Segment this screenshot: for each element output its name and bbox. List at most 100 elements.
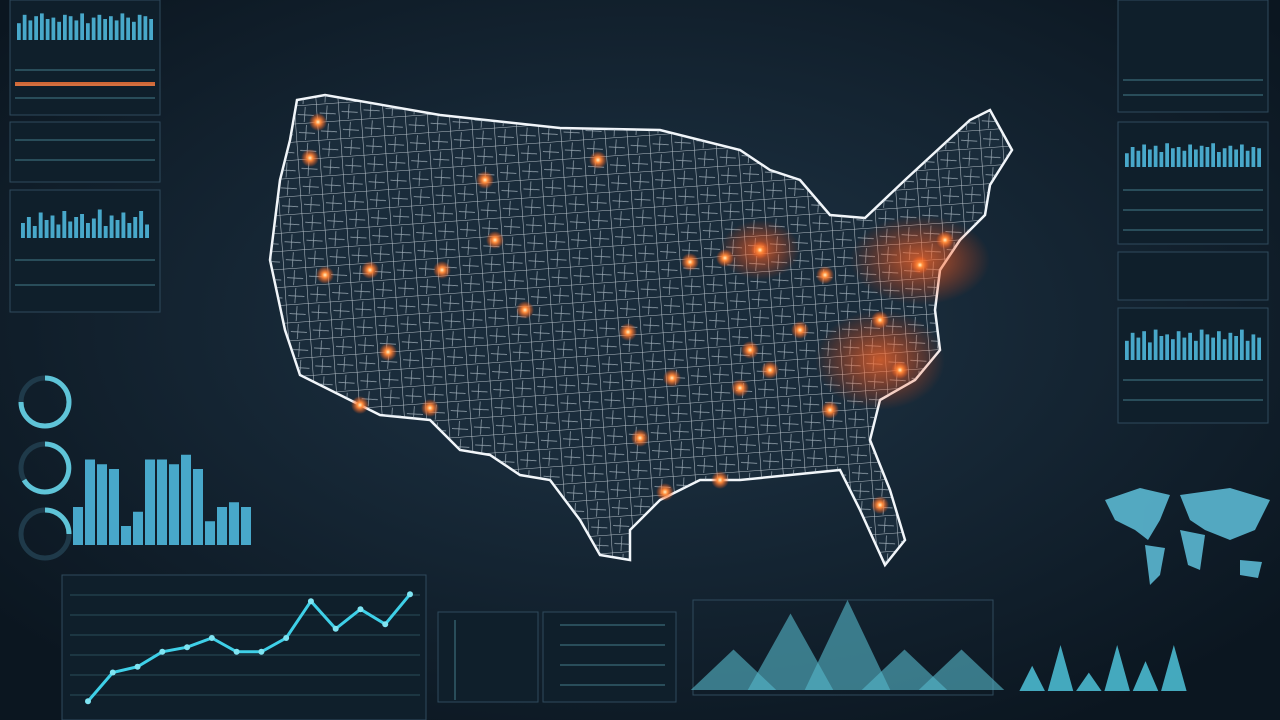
bar bbox=[62, 211, 67, 238]
bar bbox=[97, 14, 102, 41]
bar bbox=[85, 459, 95, 545]
continent bbox=[1180, 488, 1270, 540]
bar bbox=[50, 215, 55, 238]
bar bbox=[68, 16, 73, 40]
city-light bbox=[911, 256, 929, 274]
city-light bbox=[761, 361, 779, 379]
panel bbox=[1117, 121, 1269, 245]
bar bbox=[217, 507, 227, 545]
line-point bbox=[208, 635, 215, 641]
bar bbox=[22, 14, 27, 41]
spike bbox=[1104, 645, 1130, 691]
panel bbox=[61, 574, 427, 720]
city-light bbox=[361, 261, 379, 279]
bar bbox=[149, 19, 153, 40]
bar bbox=[1240, 329, 1244, 360]
bar bbox=[28, 20, 33, 40]
bar bbox=[97, 209, 102, 238]
city-light bbox=[589, 151, 607, 169]
spike bbox=[1019, 665, 1045, 691]
bar bbox=[91, 17, 96, 40]
city-light bbox=[486, 231, 504, 249]
bar bbox=[26, 217, 31, 238]
city-light bbox=[351, 396, 369, 414]
bar bbox=[1205, 334, 1210, 360]
bar bbox=[21, 223, 25, 238]
bar bbox=[56, 224, 61, 238]
bar bbox=[45, 19, 50, 40]
panel bbox=[9, 189, 161, 313]
bar bbox=[1159, 336, 1164, 360]
line-point bbox=[382, 621, 389, 628]
peak bbox=[861, 649, 948, 690]
bar bbox=[1182, 337, 1187, 360]
line-point bbox=[233, 648, 240, 655]
side-panels bbox=[9, 0, 1269, 720]
panel bbox=[692, 599, 994, 696]
gauges bbox=[18, 375, 72, 561]
bar bbox=[80, 214, 84, 238]
bar bbox=[109, 469, 119, 545]
bar bbox=[1176, 331, 1181, 360]
bar bbox=[1234, 149, 1238, 167]
continent bbox=[1145, 545, 1165, 585]
bar bbox=[1199, 145, 1204, 167]
bar bbox=[57, 21, 61, 40]
peak bbox=[747, 613, 834, 690]
bar bbox=[1257, 148, 1261, 167]
bar bbox=[1222, 339, 1227, 360]
bar bbox=[1130, 332, 1135, 360]
bar bbox=[143, 16, 148, 40]
line-point bbox=[159, 648, 166, 655]
bar bbox=[1251, 147, 1256, 167]
line-point bbox=[134, 663, 141, 670]
continent bbox=[1240, 560, 1262, 578]
bar bbox=[63, 14, 67, 41]
bar bbox=[68, 221, 73, 238]
city-light bbox=[619, 323, 637, 341]
bar bbox=[121, 526, 131, 545]
city-light bbox=[663, 369, 681, 387]
spike bbox=[1076, 672, 1102, 691]
bar bbox=[44, 220, 49, 238]
city-light bbox=[516, 301, 534, 319]
bar bbox=[1240, 144, 1244, 167]
bar bbox=[132, 21, 136, 40]
bar bbox=[139, 211, 144, 238]
city-light bbox=[433, 261, 451, 279]
line bbox=[86, 593, 412, 703]
city-light bbox=[816, 266, 834, 284]
bar bbox=[1142, 144, 1146, 167]
gauge-arc bbox=[18, 375, 72, 429]
bar bbox=[1194, 149, 1198, 167]
peak bbox=[918, 649, 1005, 690]
city-light bbox=[476, 171, 494, 189]
bar bbox=[34, 16, 38, 40]
bar bbox=[17, 23, 21, 40]
panel bbox=[1117, 0, 1269, 113]
bar bbox=[1194, 340, 1198, 360]
bar bbox=[1245, 150, 1250, 167]
bar bbox=[109, 16, 113, 40]
bar bbox=[38, 212, 43, 238]
bar bbox=[1176, 147, 1181, 167]
bar bbox=[229, 502, 239, 545]
panel bbox=[542, 611, 677, 703]
bar bbox=[1153, 145, 1158, 167]
city-light bbox=[791, 321, 809, 339]
bar bbox=[1136, 337, 1141, 360]
heat-zone bbox=[815, 310, 945, 410]
bar bbox=[1222, 148, 1227, 167]
bar bbox=[241, 507, 251, 545]
line-point bbox=[407, 591, 413, 598]
bar bbox=[1251, 334, 1256, 360]
city-light bbox=[301, 149, 319, 167]
bar bbox=[86, 223, 90, 238]
bar bbox=[181, 454, 191, 545]
city-light bbox=[711, 471, 729, 489]
world-map bbox=[1105, 488, 1270, 585]
line-point bbox=[283, 635, 290, 641]
bar bbox=[126, 17, 130, 40]
bar bbox=[1188, 144, 1192, 167]
city-light bbox=[716, 249, 734, 267]
